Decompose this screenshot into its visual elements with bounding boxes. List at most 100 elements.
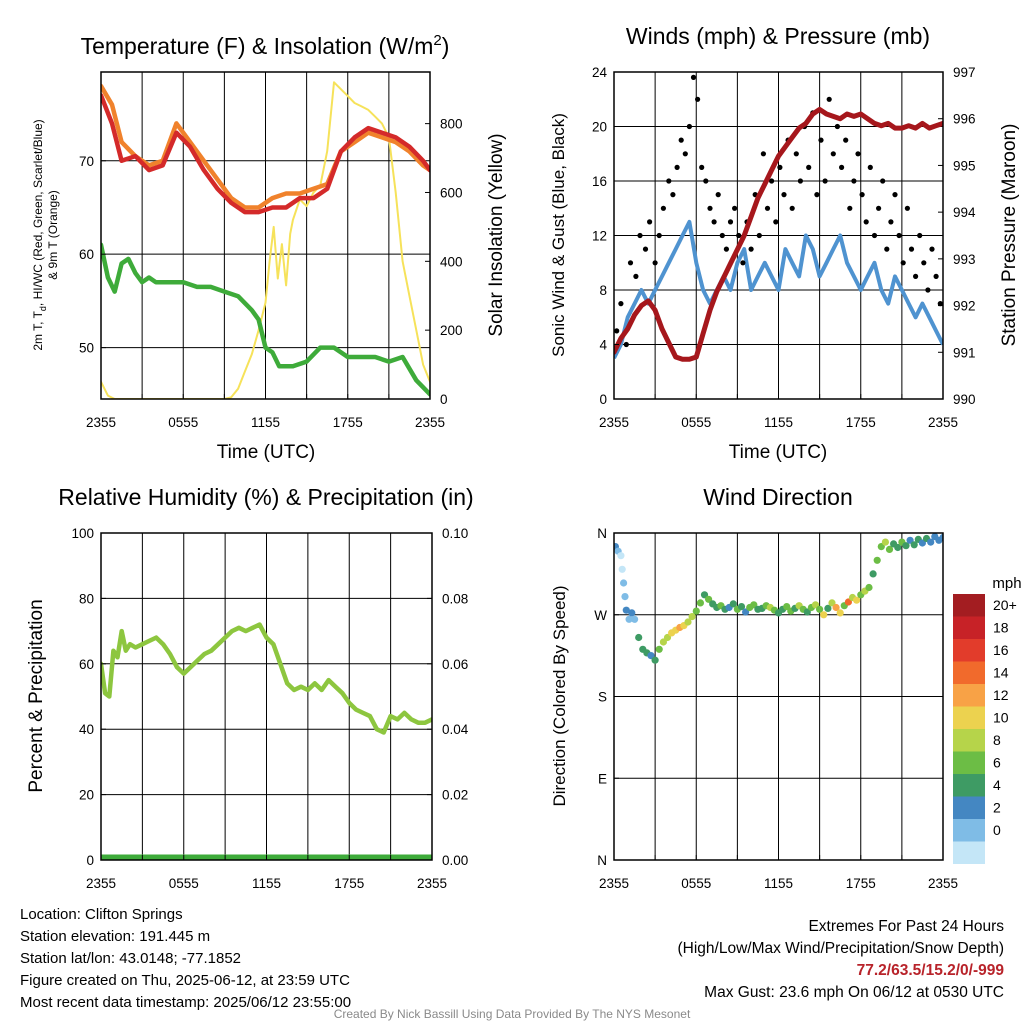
direction-point	[688, 613, 696, 621]
legend-swatch	[953, 594, 985, 617]
legend-swatch	[953, 751, 985, 774]
temp-series	[101, 81, 430, 399]
legend-label: 8	[993, 732, 1001, 748]
extremes-heading: Extremes For Past 24 Hours	[808, 918, 1004, 935]
temp-grid	[101, 72, 430, 399]
gust-point	[647, 219, 653, 225]
gust-point	[871, 232, 878, 239]
gust-point	[867, 164, 873, 170]
temp-ticks: 2355 0555 1155 1755 2355 50 60 70 0 200 400 600 800	[79, 117, 463, 430]
gust-point	[876, 205, 882, 211]
max-gust: Max Gust: 23.6 mph On 06/12 at 0530 UTC	[704, 984, 1004, 1001]
y2-tick-label: 400	[440, 254, 463, 269]
wind-ylabel-right: Station Pressure (Maroon)	[999, 124, 1020, 347]
y2-tick-label: 0.08	[442, 591, 468, 606]
rh-panel: Relative Humidity (%) & Precipitation (i…	[26, 484, 474, 891]
extremes-values: 77.2/63.5/15.2/0/-999	[856, 962, 1004, 979]
gust-point	[773, 219, 779, 225]
y-tick-label: 8	[599, 283, 607, 298]
x-tick-label: 2355	[928, 876, 958, 891]
dir-ylabel-left: Direction (Colored By Speed)	[550, 585, 569, 806]
legend-swatch	[953, 684, 985, 707]
x-tick-label: 0555	[168, 415, 198, 430]
station-elevation: Station elevation: 191.445 m	[20, 928, 211, 945]
gust-point	[699, 164, 705, 170]
gust-point	[727, 219, 734, 225]
direction-point	[621, 593, 629, 601]
y2-tick-label: 0.10	[442, 526, 468, 541]
direction-point	[729, 600, 737, 608]
gust-point	[929, 246, 935, 252]
y2-tick-label: 990	[953, 392, 976, 407]
y-tick-label: 60	[79, 247, 94, 262]
dir-ticks: 2355 0555 1155 1755 2355 N E S W N	[594, 526, 958, 891]
dir-title: Wind Direction	[703, 484, 853, 510]
gust-point	[847, 205, 853, 211]
x-tick-label: 1755	[334, 876, 364, 891]
y2-tick-label: 992	[953, 299, 976, 314]
temp-ylabel-left-line2: & 9m T (Orange)	[46, 190, 60, 280]
direction-point	[617, 552, 625, 560]
direction-point	[836, 609, 844, 617]
gust-point	[670, 192, 676, 198]
rh-title: Relative Humidity (%) & Precipitation (i…	[58, 484, 473, 510]
gust-point	[740, 260, 746, 266]
y-tick-label: N	[597, 526, 607, 541]
x-tick-label: 2355	[599, 876, 629, 891]
gust-point	[769, 178, 775, 184]
direction-point	[705, 595, 713, 603]
gust-point	[703, 178, 709, 184]
direction-point	[628, 609, 636, 617]
gust-point	[736, 232, 742, 239]
rh-grid	[101, 533, 432, 860]
wind-series	[614, 74, 943, 362]
temp-ylabel-right: Solar Insolation (Yellow)	[486, 133, 507, 336]
station-info: Location: Clifton Springs Station elevat…	[20, 904, 351, 1014]
direction-point	[939, 533, 943, 542]
x-tick-label: 2355	[928, 415, 958, 430]
y2-tick-label: 0.06	[442, 657, 468, 672]
x-tick-label: 2355	[86, 415, 116, 430]
gust-point	[917, 232, 923, 239]
gust-point	[678, 137, 684, 143]
y-tick-label: 50	[79, 341, 94, 356]
direction-point	[696, 599, 705, 607]
direction-point	[865, 583, 873, 592]
y-tick-label: 60	[79, 657, 94, 672]
gust-point	[707, 205, 713, 211]
y2-tick-label: 0.00	[442, 853, 468, 868]
direction-point	[873, 556, 881, 564]
gust-point	[818, 137, 824, 143]
direction-point	[620, 579, 628, 587]
direction-point	[824, 604, 832, 613]
rh-ticks: 2355 0555 1155 1755 2355 0 20 40 60 80 100 0.00 0.02…	[71, 526, 468, 891]
y-tick-label: 100	[71, 526, 94, 541]
direction-point	[651, 656, 659, 664]
legend-swatch	[953, 774, 985, 797]
x-tick-label: 0555	[681, 876, 711, 891]
gust-point	[892, 192, 898, 198]
direction-point	[647, 652, 655, 660]
y-tick-label: 20	[79, 788, 94, 803]
y-tick-label: E	[598, 771, 607, 786]
speed-legend: mph 20+ 18 16 14 12 10 8 6 4 2 0	[953, 575, 1022, 864]
gust-point	[830, 151, 836, 157]
y-tick-label: 12	[592, 229, 607, 244]
gust-point	[839, 164, 845, 170]
gust-point	[764, 205, 771, 211]
direction-point	[618, 565, 626, 573]
legend-label: 4	[993, 777, 1001, 793]
gust-point	[880, 178, 886, 184]
y2-tick-label: 600	[440, 185, 463, 200]
station-latlon: Station lat/lon: 43.0148; -77.1852	[20, 950, 242, 967]
gust-point	[896, 232, 902, 239]
direction-point	[832, 603, 840, 612]
dir-grid	[614, 533, 943, 860]
gust-point	[884, 246, 890, 252]
y2-tick-label: 997	[953, 65, 976, 80]
direction-point	[655, 645, 663, 653]
legend-label: 14	[993, 665, 1009, 681]
direction-point	[692, 607, 700, 615]
gust-point	[660, 205, 667, 211]
gust-point	[748, 246, 754, 252]
